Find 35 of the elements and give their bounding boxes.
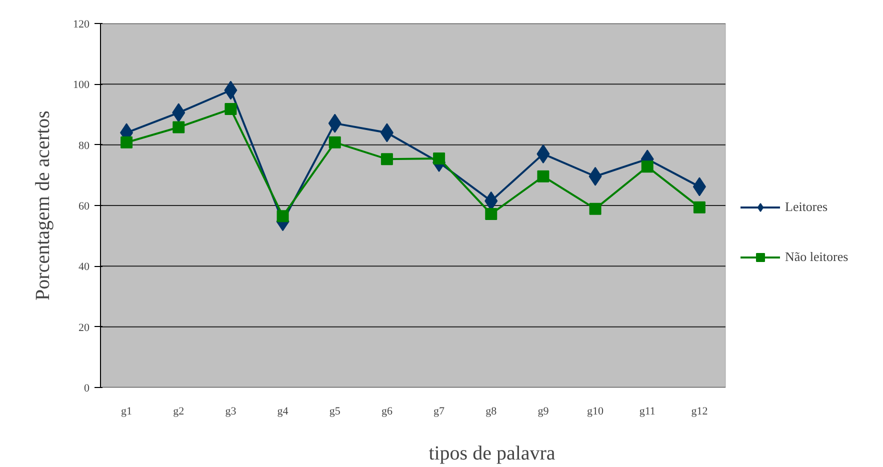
x-tick-label: g7 — [434, 406, 446, 418]
x-tick-label: g1 — [121, 406, 132, 418]
point — [380, 153, 393, 166]
x-tick-label: g6 — [381, 406, 393, 418]
y-tick-label: 80 — [78, 140, 90, 152]
y-tick-label: 60 — [78, 200, 90, 212]
point — [693, 201, 706, 214]
y-axis-title: Porcentagem de acertos — [32, 110, 54, 300]
point — [433, 152, 446, 164]
point — [172, 121, 185, 134]
x-tick-label: g8 — [486, 406, 498, 418]
y-tick-label: 120 — [73, 18, 90, 30]
point — [328, 136, 341, 148]
x-tick-label: g9 — [538, 406, 550, 418]
point — [537, 170, 550, 182]
point — [641, 160, 654, 173]
legend-label: Não leitores — [785, 249, 848, 265]
point — [485, 208, 498, 220]
y-tick-label: 40 — [78, 261, 90, 274]
y-tick-label: 100 — [73, 79, 90, 92]
x-tick-label: g4 — [277, 406, 289, 418]
x-tick-label: g2 — [173, 406, 184, 418]
x-tick-label: g11 — [639, 406, 656, 418]
x-tick-label: g3 — [225, 406, 237, 418]
point — [589, 202, 602, 215]
point — [120, 136, 133, 148]
point — [224, 103, 237, 116]
x-tick-label: g12 — [691, 406, 708, 418]
x-tick-label: g10 — [587, 406, 604, 418]
x-axis-title: tipos de palavra — [428, 442, 556, 464]
y-tick-label: 0 — [84, 382, 90, 394]
x-tick-label: g5 — [329, 406, 341, 418]
point — [276, 210, 289, 222]
legend-label: Leitores — [785, 199, 829, 215]
y-tick-label: 20 — [78, 322, 90, 334]
